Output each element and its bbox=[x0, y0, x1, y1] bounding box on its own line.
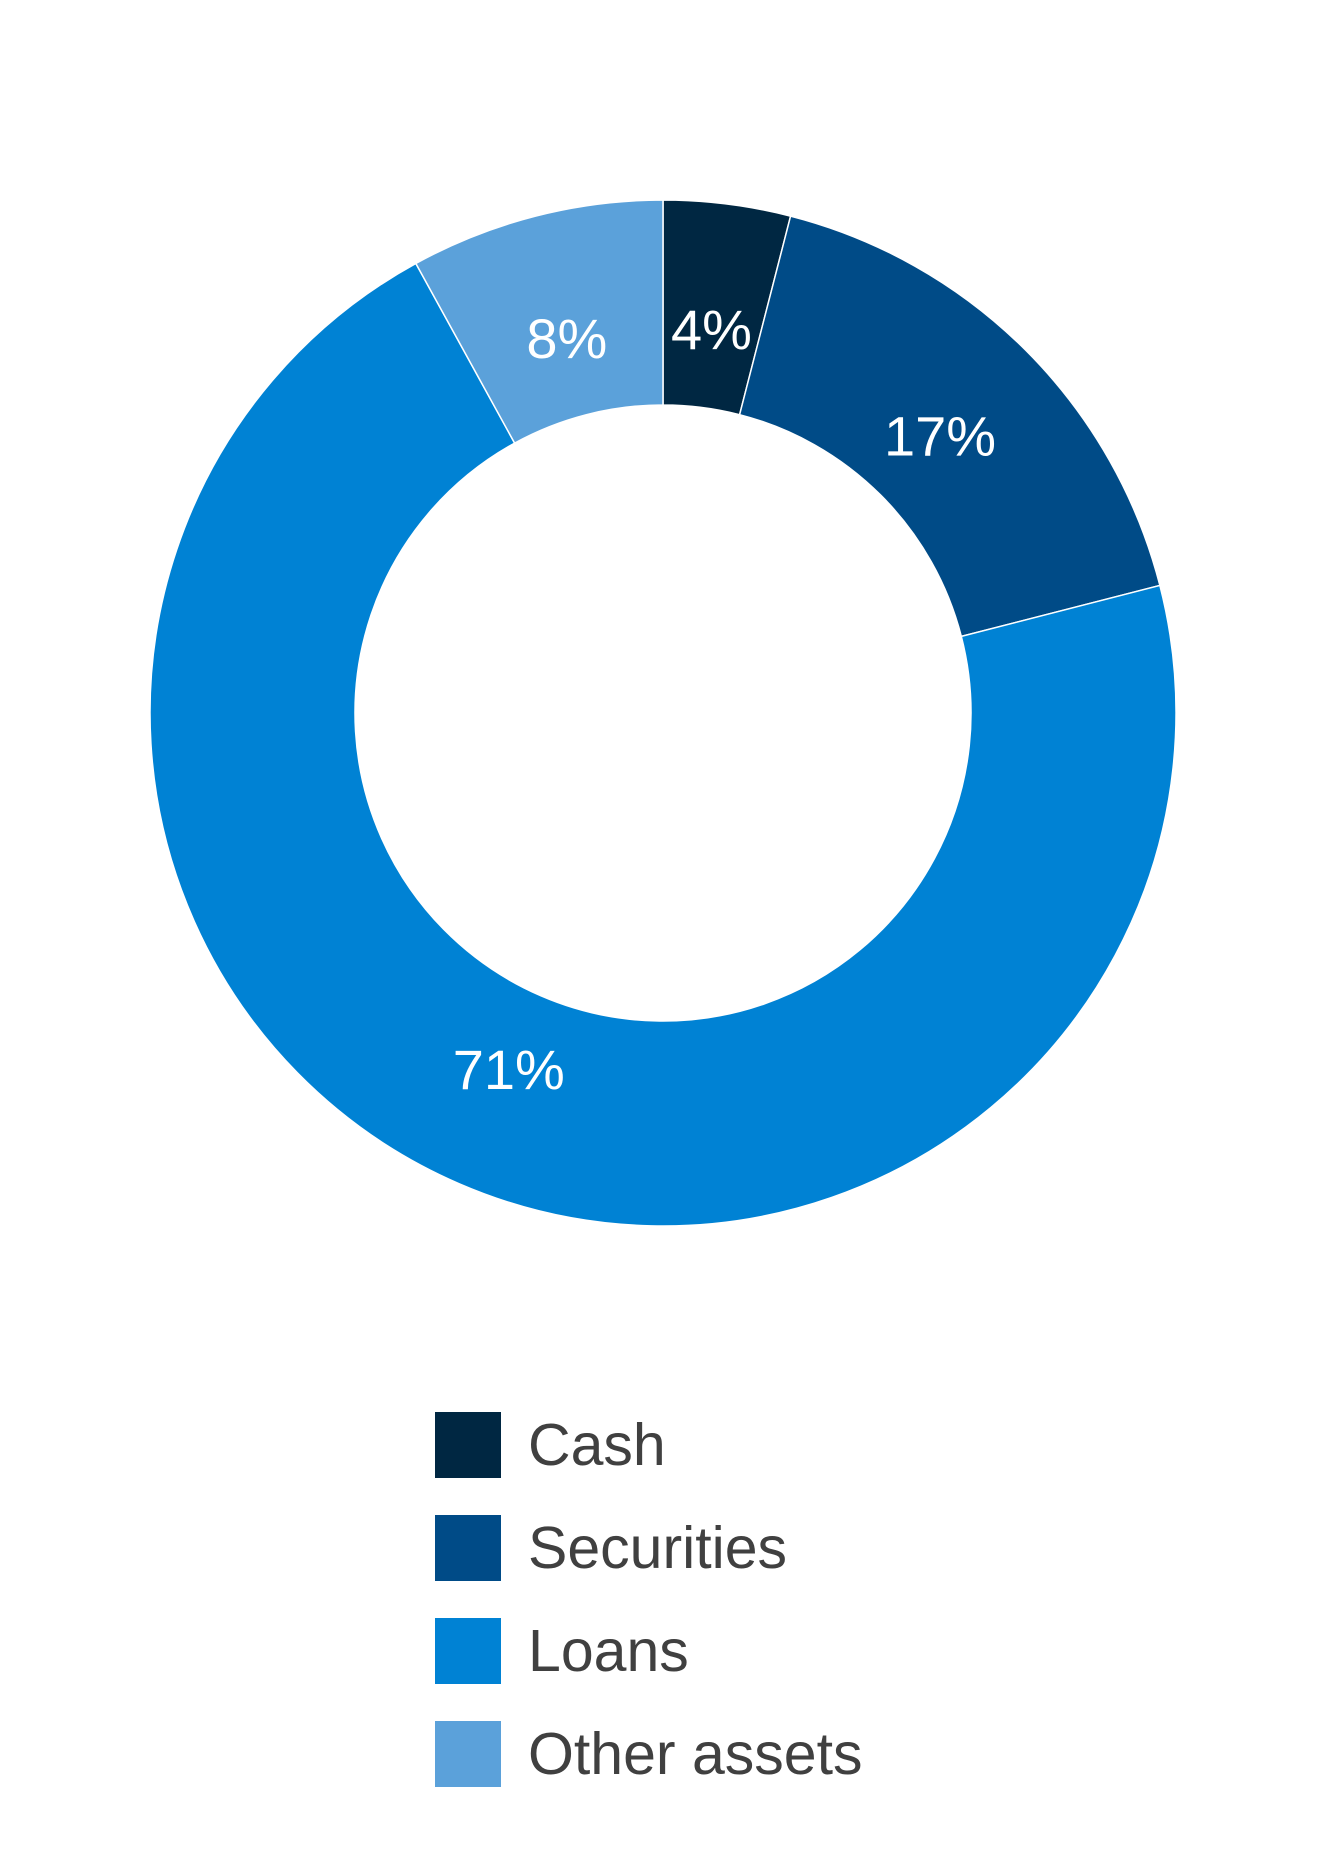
legend-label: Other assets bbox=[528, 1721, 863, 1787]
slice-labels: 4% 17% 71% 8% bbox=[453, 298, 996, 1101]
slice-label-securities: 17% bbox=[884, 404, 996, 467]
legend-swatch bbox=[435, 1721, 501, 1787]
legend-item-securities: Securities bbox=[435, 1515, 862, 1581]
slice-loans bbox=[149, 262, 1177, 1227]
donut-slices bbox=[149, 199, 1177, 1227]
slice-label-other-assets: 8% bbox=[526, 307, 607, 370]
legend-label: Securities bbox=[528, 1515, 788, 1581]
legend-item-other-assets: Other assets bbox=[435, 1721, 862, 1787]
legend-swatch bbox=[435, 1515, 501, 1581]
slice-label-loans: 71% bbox=[453, 1038, 565, 1101]
legend-label: Cash bbox=[528, 1412, 666, 1478]
legend-item-loans: Loans bbox=[435, 1618, 862, 1684]
legend-item-cash: Cash bbox=[435, 1412, 862, 1478]
slice-label-cash: 4% bbox=[671, 298, 752, 361]
legend-swatch bbox=[435, 1412, 501, 1478]
chart-legend: Cash Securities Loans Other assets bbox=[435, 1412, 862, 1824]
slice-other-assets bbox=[414, 199, 664, 445]
legend-label: Loans bbox=[528, 1618, 689, 1684]
legend-swatch bbox=[435, 1618, 501, 1684]
slice-securities bbox=[738, 215, 1161, 638]
